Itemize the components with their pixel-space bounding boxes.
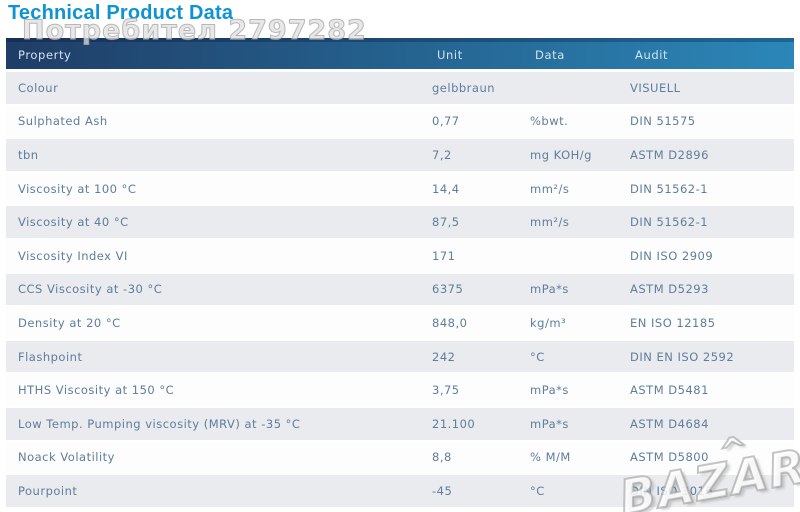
property-cell: tbn xyxy=(18,147,39,162)
column-header-audit: Audit xyxy=(635,48,669,62)
table-row: Viscosity at 100 °C 14,4 mm²/s DIN 51562… xyxy=(6,172,794,205)
unit-cell: mg KOH/g xyxy=(530,147,592,162)
value-cell: 8,8 xyxy=(432,450,452,465)
property-cell: CCS Viscosity at -30 °C xyxy=(18,282,163,297)
table-row: CCS Viscosity at -30 °C 6375 mPa*s ASTM … xyxy=(6,273,794,306)
audit-cell: EN ISO 12185 xyxy=(630,315,716,330)
unit-cell: mm²/s xyxy=(530,215,570,230)
column-header-data: Data xyxy=(535,48,565,62)
table-header-row: Property Unit Data Audit xyxy=(6,38,794,69)
audit-cell: DIN EN ISO 2592 xyxy=(630,349,735,364)
value-cell: 242 xyxy=(432,349,456,364)
table-row: Colour gelbbraun VISUELL xyxy=(6,72,794,104)
property-cell: Sulphated Ash xyxy=(18,114,108,129)
table-row: Viscosity at 40 °C 87,5 mm²/s DIN 51562-… xyxy=(6,206,794,238)
property-cell: Colour xyxy=(18,80,59,95)
audit-cell: ASTM D2896 xyxy=(630,147,709,162)
property-cell: Viscosity Index VI xyxy=(18,248,128,263)
audit-cell: ASTM D5481 xyxy=(630,383,709,398)
property-cell: Flashpoint xyxy=(18,349,83,364)
unit-cell: °C xyxy=(530,349,545,364)
property-cell: Pourpoint xyxy=(18,483,78,498)
value-cell: 3,75 xyxy=(432,383,460,398)
unit-cell: °C xyxy=(530,483,545,498)
table-row: tbn 7,2 mg KOH/g ASTM D2896 xyxy=(6,139,794,171)
column-header-unit: Unit xyxy=(437,48,463,62)
audit-cell: ASTM D5293 xyxy=(630,282,709,297)
table-row: Pourpoint -45 °C DIN ISO 3016 xyxy=(6,475,794,507)
unit-cell: mPa*s xyxy=(530,383,569,398)
value-cell: 0,77 xyxy=(432,114,460,129)
property-cell: Noack Volatility xyxy=(18,450,115,465)
value-cell: 6375 xyxy=(432,282,464,297)
value-cell: 21.100 xyxy=(432,416,476,431)
value-cell: 87,5 xyxy=(432,215,460,230)
audit-cell: DIN ISO 3016 xyxy=(630,483,714,498)
audit-cell: DIN 51562-1 xyxy=(630,215,709,230)
audit-cell: VISUELL xyxy=(630,80,681,95)
audit-cell: DIN 51575 xyxy=(630,114,696,129)
table-row: Noack Volatility 8,8 % M/M ASTM D5800 xyxy=(6,441,794,474)
value-cell: -45 xyxy=(432,483,453,498)
table-body: Colour gelbbraun VISUELL Sulphated Ash 0… xyxy=(6,72,794,507)
audit-cell: ASTM D5800 xyxy=(630,450,709,465)
property-cell: Viscosity at 100 °C xyxy=(18,181,137,196)
unit-cell: mPa*s xyxy=(530,416,569,431)
value-cell: 7,2 xyxy=(432,147,452,162)
unit-cell: mm²/s xyxy=(530,181,570,196)
table-row: Viscosity Index VI 171 DIN ISO 2909 xyxy=(6,239,794,272)
technical-data-table: Property Unit Data Audit Colour gelbbrau… xyxy=(6,38,794,509)
value-cell: 848,0 xyxy=(432,315,468,330)
property-cell: HTHS Viscosity at 150 °C xyxy=(18,383,175,398)
unit-cell: % M/M xyxy=(530,450,571,465)
audit-cell: DIN 51562-1 xyxy=(630,181,709,196)
table-row: Density at 20 °C 848,0 kg/m³ EN ISO 1218… xyxy=(6,307,794,339)
value-cell: gelbbraun xyxy=(432,80,496,95)
unit-cell: mPa*s xyxy=(530,282,569,297)
unit-cell: kg/m³ xyxy=(530,315,567,330)
property-cell: Density at 20 °C xyxy=(18,315,121,330)
property-cell: Viscosity at 40 °C xyxy=(18,215,129,230)
table-row: Flashpoint 242 °C DIN EN ISO 2592 xyxy=(6,340,794,373)
property-cell: Low Temp. Pumping viscosity (MRV) at -35… xyxy=(18,416,301,431)
audit-cell: ASTM D4684 xyxy=(630,416,709,431)
page-title: Technical Product Data xyxy=(8,2,234,24)
table-row: Sulphated Ash 0,77 %bwt. DIN 51575 xyxy=(6,105,794,138)
table-row: Low Temp. Pumping viscosity (MRV) at -35… xyxy=(6,407,794,440)
value-cell: 14,4 xyxy=(432,181,460,196)
unit-cell: %bwt. xyxy=(530,114,569,129)
column-header-property: Property xyxy=(18,48,72,62)
table-row: HTHS Viscosity at 150 °C 3,75 mPa*s ASTM… xyxy=(6,374,794,406)
value-cell: 171 xyxy=(432,248,456,263)
audit-cell: DIN ISO 2909 xyxy=(630,248,714,263)
